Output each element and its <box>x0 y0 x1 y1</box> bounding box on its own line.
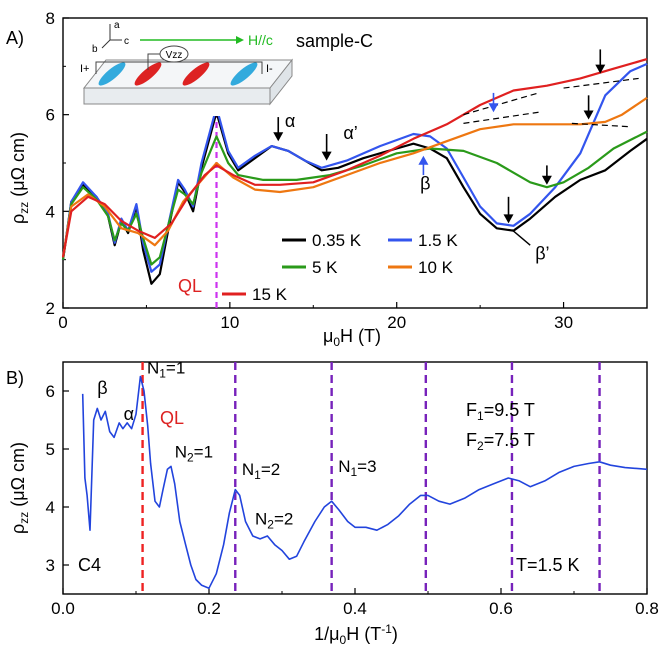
b-ytick-label: 6 <box>46 382 55 401</box>
inset-contact-cyan-left <box>98 62 126 86</box>
b-annotation: α <box>124 404 134 424</box>
inset-vzz-meter <box>159 45 189 63</box>
inset-slab-side <box>269 58 293 106</box>
panel-a-ticks: 0 10 20 30 2 4 6 8 <box>46 9 574 332</box>
a-ytick-label: 4 <box>46 202 55 221</box>
series-b <box>81 375 648 589</box>
panel-b-ylabel: ρzz (μΩ cm) <box>8 442 31 534</box>
peak-label: β’ <box>535 244 549 264</box>
b-xtick-label: 0.8 <box>635 599 659 618</box>
b-annotation: N1=1 <box>147 359 185 381</box>
inset-axis-c-label: c <box>124 36 129 47</box>
inset-contact-red-right <box>182 62 210 86</box>
b-annotation: β <box>97 378 107 398</box>
a-xtick-label: 10 <box>220 313 239 332</box>
panel-a-legend: 0.35 K 1.5 K 5 K 10 K 15 K <box>222 231 458 304</box>
ql-label-b: QL <box>160 408 184 428</box>
peak-label: β <box>420 174 430 194</box>
peak-label: α <box>285 111 295 131</box>
inset-voltage-wire <box>147 53 160 70</box>
b-annotation: N1=3 <box>338 457 376 479</box>
legend-label-15K: 15 K <box>252 285 288 304</box>
inset-schematic: Vzz I+ I- a c b H//c <box>70 20 294 116</box>
panel-b-f1: F1=9.5 T <box>466 400 535 423</box>
inset-i-plus: I+ <box>80 63 89 75</box>
b-xtick-label: 0.4 <box>343 599 367 618</box>
b-annotation: N2=2 <box>255 509 293 531</box>
b-xtick-label: 0.0 <box>51 599 75 618</box>
ql-label-a: QL <box>178 276 202 296</box>
panel-b-label: B) <box>6 368 24 388</box>
arrow-blue-high-head <box>488 103 499 113</box>
tangent-line <box>563 77 639 89</box>
inset-axis-b-label: b <box>92 44 98 55</box>
b-ytick-label: 3 <box>46 556 55 575</box>
a-xtick-label: 0 <box>58 313 67 332</box>
panel-b-annotations: βα N1=1 N2=1 N1=2 N2=2 N1=3 <box>97 359 376 532</box>
a-ytick-label: 2 <box>46 299 55 318</box>
inset-field-arrowhead <box>236 36 244 44</box>
arrow-beta-prime-pointer <box>511 229 531 246</box>
sample-label: sample-C <box>296 31 373 51</box>
tangent-line <box>463 111 539 124</box>
inset-contact-red-left <box>134 62 162 86</box>
legend-label-10: 10 K <box>418 258 454 277</box>
b-annotation: N2=1 <box>175 443 213 465</box>
panel-b-series <box>81 375 648 589</box>
panel-b: B) 0.0 0.2 0.4 0.6 0.8 3 4 5 6 βα N1=1 N2=1 N1=2 N2=… <box>6 359 659 647</box>
arrow-alpha-prime-head <box>321 151 332 161</box>
panel-a-series <box>61 58 648 285</box>
panel-a-xlabel: μ0H (T) <box>323 326 381 349</box>
series-15K <box>61 58 648 258</box>
b-ytick-label: 5 <box>46 440 55 459</box>
inset-axis-b <box>101 39 111 49</box>
tangent-line <box>463 92 539 116</box>
arrow-alpha-head <box>273 132 284 142</box>
inset-slab-front <box>83 87 271 105</box>
panel-b-xlabel: 1/μ0H (T-1) <box>314 622 398 647</box>
b-ytick-label: 4 <box>46 498 55 517</box>
b-xtick-label: 0.6 <box>489 599 513 618</box>
arrow-beta-prime-head <box>503 214 514 224</box>
a-xtick-label: 30 <box>554 313 573 332</box>
arrow-red-head <box>595 64 606 74</box>
inset-contact-cyan-right <box>230 62 258 86</box>
panel-b-temperature: T=1.5 K <box>516 555 580 575</box>
legend-label-5: 5 K <box>312 258 338 277</box>
panel-b-ticks: 0.0 0.2 0.4 0.6 0.8 3 4 5 6 <box>46 382 659 618</box>
inset-i-minus: I- <box>266 63 273 75</box>
panel-a-arrows <box>273 49 606 246</box>
arrow-5k-head <box>541 175 552 185</box>
panel-a-label: A) <box>6 28 24 48</box>
peak-label: α’ <box>343 123 357 143</box>
panel-b-sample-label: C4 <box>78 555 101 575</box>
arrow-orange-head <box>583 110 594 120</box>
inset-axis-a-label: a <box>114 20 120 31</box>
a-xtick-label: 20 <box>387 313 406 332</box>
b-annotation: N1=2 <box>242 460 280 482</box>
panel-a-peak-labels: α α’ β β’ <box>285 111 550 264</box>
legend-label-15: 1.5 K <box>418 231 458 250</box>
a-ytick-label: 6 <box>46 106 55 125</box>
arrow-beta-head <box>418 155 429 165</box>
inset-vzz-label: Vzz <box>166 50 183 61</box>
series-5K <box>61 130 648 266</box>
a-ytick-label: 8 <box>46 9 55 28</box>
b-xtick-label: 0.2 <box>197 599 221 618</box>
inset-field-label: H//c <box>248 32 273 48</box>
series-15K <box>61 62 648 273</box>
series-10K <box>61 96 648 258</box>
panel-a: A) 0 10 20 30 2 4 6 8 α α’ β β’ sample-C QL ρzz (μ… <box>6 9 648 349</box>
legend-label-035: 0.35 K <box>312 231 362 250</box>
panel-a-ylabel: ρzz (μΩ cm) <box>8 132 31 224</box>
panel-b-f2: F2=7.5 T <box>466 430 535 453</box>
